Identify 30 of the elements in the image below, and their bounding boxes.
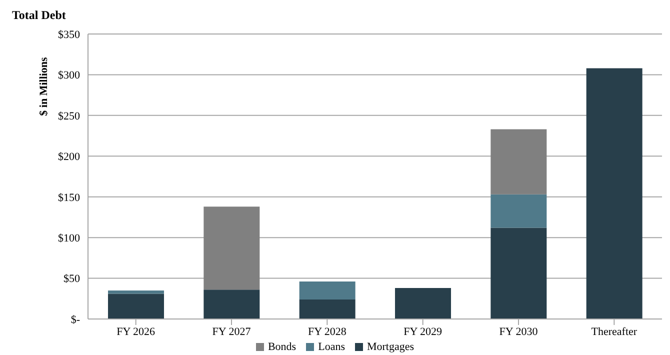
bar	[490, 228, 547, 319]
legend-label: Loans	[318, 341, 345, 353]
x-tick-label: FY 2029	[404, 326, 443, 338]
legend-label: Bonds	[268, 341, 296, 353]
y-tick-label: $350	[58, 28, 80, 41]
y-tick-label: $100	[58, 232, 80, 244]
bar	[490, 129, 547, 194]
y-tick-label: $50	[64, 273, 80, 286]
y-tick-label: $300	[58, 70, 80, 82]
x-tick-label: FY 2027	[212, 326, 252, 338]
bar	[108, 290, 164, 294]
x-tick-label: FY 2030	[499, 326, 538, 338]
y-tick-label: $150	[58, 192, 80, 204]
bar	[586, 68, 642, 319]
y-tick-label: $250	[58, 110, 80, 122]
y-tick-label: $200	[58, 151, 80, 164]
bar	[490, 194, 547, 228]
bar	[299, 282, 356, 300]
bar	[204, 290, 260, 319]
legend-label: Mortgages	[366, 341, 414, 353]
chart-title: Total Debt	[12, 8, 66, 23]
bar	[299, 299, 356, 319]
y-axis-title: $ in Millions	[38, 56, 50, 116]
bar	[108, 294, 164, 319]
y-tick-label: $-	[70, 314, 80, 326]
x-tick-label: FY 2028	[308, 326, 347, 338]
bar	[204, 206, 260, 290]
x-tick-label: Thereafter	[591, 326, 638, 338]
x-tick-label: FY 2026	[116, 326, 156, 338]
bar	[395, 288, 451, 319]
